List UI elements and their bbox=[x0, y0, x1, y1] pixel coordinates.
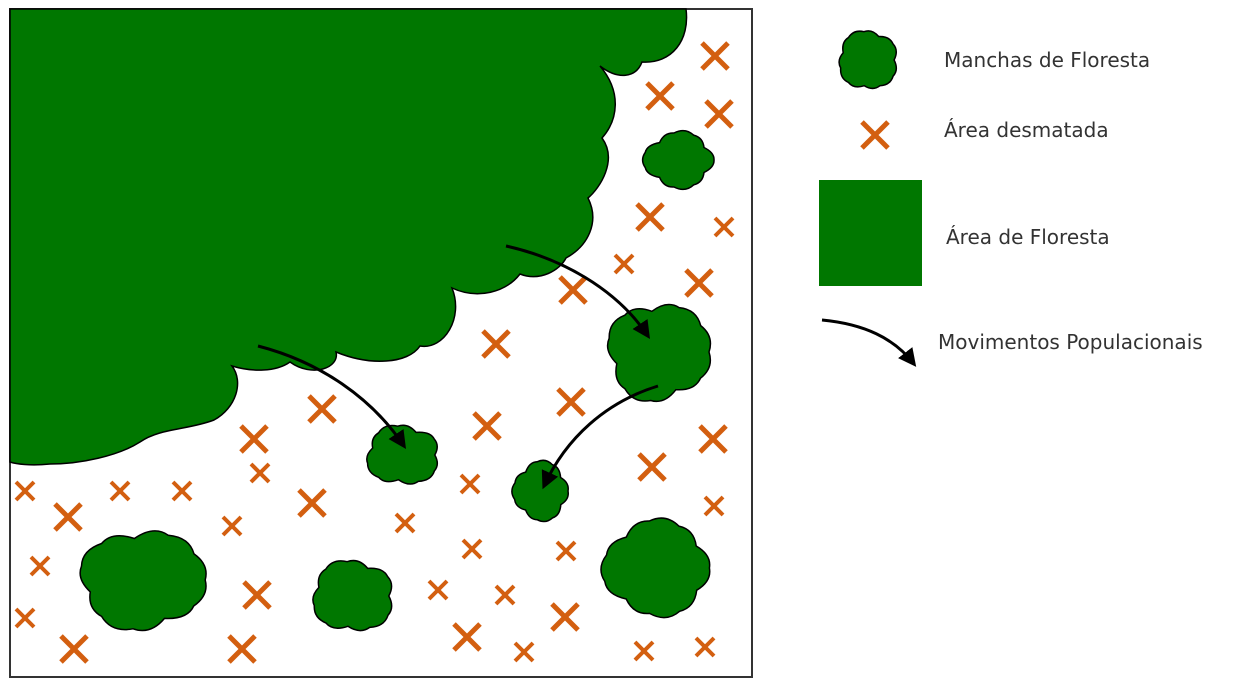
deforested-cross bbox=[109, 480, 131, 502]
deforested-cross bbox=[694, 636, 716, 658]
deforested-cross bbox=[472, 411, 502, 441]
deforested-cross bbox=[239, 424, 269, 454]
deforested-cross bbox=[494, 584, 516, 606]
forest-area-icon bbox=[819, 180, 922, 286]
deforested-cross bbox=[555, 540, 577, 562]
deforested-cross bbox=[635, 202, 665, 232]
deforested-cross bbox=[481, 329, 511, 359]
forest-patch bbox=[312, 559, 393, 632]
movement-arrow bbox=[541, 384, 659, 490]
movement-arrow bbox=[505, 244, 650, 339]
deforested-cross bbox=[713, 216, 735, 238]
deforested-cross bbox=[307, 394, 337, 424]
deforested-cross bbox=[633, 640, 655, 662]
deforested-cross bbox=[427, 579, 449, 601]
deforested-cross bbox=[613, 253, 635, 275]
forest-patch bbox=[79, 530, 207, 632]
deforested-cross bbox=[459, 473, 481, 495]
deforested-cross bbox=[556, 387, 586, 417]
deforested-cross bbox=[171, 480, 193, 502]
deforested-cross bbox=[645, 81, 675, 111]
deforested-cross bbox=[637, 452, 667, 482]
legend-label-forest-patch: Manchas de Floresta bbox=[944, 48, 1150, 72]
legend-label-movement: Movimentos Populacionais bbox=[938, 330, 1203, 354]
legend-label-deforested: Área desmatada bbox=[944, 118, 1109, 142]
movement-arrow bbox=[257, 344, 406, 449]
deforested-cross-icon bbox=[860, 120, 890, 150]
legend-item-forest-patch: Manchas de Floresta bbox=[838, 30, 1150, 90]
legend-item-deforested: Área desmatada bbox=[860, 118, 1109, 150]
deforested-cross bbox=[221, 515, 243, 537]
deforested-cross bbox=[461, 538, 483, 560]
forest-patch-icon bbox=[838, 30, 898, 90]
deforested-cross bbox=[53, 502, 83, 532]
deforested-cross bbox=[394, 512, 416, 534]
deforested-cross bbox=[14, 480, 36, 502]
deforested-cross bbox=[700, 41, 730, 71]
forest-patch bbox=[600, 517, 711, 619]
deforested-cross bbox=[59, 634, 89, 664]
deforested-cross bbox=[698, 424, 728, 454]
deforested-cross bbox=[14, 607, 36, 629]
deforested-cross bbox=[513, 641, 535, 663]
main-forest-area bbox=[9, 8, 688, 466]
deforested-cross bbox=[684, 268, 714, 298]
movement-arrow-icon bbox=[821, 318, 917, 367]
deforested-cross bbox=[452, 622, 482, 652]
legend-item-movement: Movimentos Populacionais bbox=[821, 318, 1203, 367]
legend-label-forest-area: Área de Floresta bbox=[946, 225, 1110, 249]
deforested-cross bbox=[29, 555, 51, 577]
deforested-cross bbox=[242, 580, 272, 610]
deforested-cross bbox=[704, 99, 734, 129]
deforested-cross bbox=[550, 602, 580, 632]
forest-patch bbox=[641, 129, 715, 191]
deforested-cross bbox=[249, 462, 271, 484]
forest-patch bbox=[366, 424, 439, 485]
legend: Manchas de Floresta Área desmatada Área … bbox=[819, 30, 1203, 367]
deforested-cross bbox=[558, 275, 588, 305]
legend-item-forest-area: Área de Floresta bbox=[819, 180, 1110, 286]
deforested-cross bbox=[297, 488, 327, 518]
deforested-cross bbox=[227, 634, 257, 664]
deforested-cross bbox=[703, 495, 725, 517]
